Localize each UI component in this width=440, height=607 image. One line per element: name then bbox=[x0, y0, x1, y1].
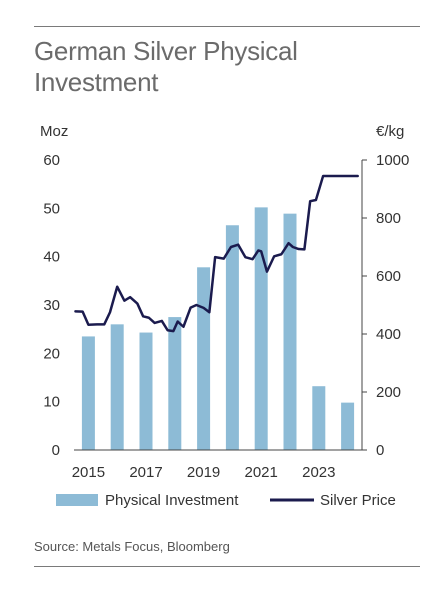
right-tick-label-600: 600 bbox=[376, 268, 401, 285]
bar-2018 bbox=[168, 317, 182, 450]
left-axis-unit: Moz bbox=[40, 123, 68, 140]
bars-layer bbox=[81, 207, 355, 450]
bar-2021 bbox=[254, 207, 268, 450]
left-tick-label-50: 50 bbox=[43, 200, 60, 217]
bar-2022 bbox=[283, 213, 297, 450]
line-layer bbox=[74, 174, 359, 333]
top-rule bbox=[34, 26, 420, 27]
left-tick-label-30: 30 bbox=[43, 297, 60, 314]
x-tick-label-2015: 2015 bbox=[72, 464, 105, 481]
left-tick-label-60: 60 bbox=[43, 152, 60, 169]
legend-label-bars: Physical Investment bbox=[105, 492, 239, 509]
bar-2017 bbox=[139, 332, 153, 450]
x-tick-label-2019: 2019 bbox=[187, 464, 220, 481]
right-tick-label-0: 0 bbox=[376, 442, 384, 459]
bar-2015 bbox=[81, 336, 95, 450]
left-tick-label-20: 20 bbox=[43, 345, 60, 362]
legend: Physical Investment Silver Price bbox=[56, 492, 396, 509]
bar-2019 bbox=[197, 267, 211, 450]
x-tick-label-2023: 2023 bbox=[302, 464, 335, 481]
right-tick-label-200: 200 bbox=[376, 384, 401, 401]
bar-2023 bbox=[312, 386, 326, 450]
left-tick-label-40: 40 bbox=[43, 249, 60, 266]
bar-2020 bbox=[225, 225, 239, 450]
right-tick-label-400: 400 bbox=[376, 326, 401, 343]
bar-2016 bbox=[110, 324, 124, 450]
right-axis-unit: €/kg bbox=[376, 123, 404, 140]
right-tick-label-1000: 1000 bbox=[376, 152, 409, 169]
silver-price-line bbox=[74, 174, 359, 333]
left-tick-label-10: 10 bbox=[43, 394, 60, 411]
right-tick-label-800: 800 bbox=[376, 210, 401, 227]
left-tick-label-0: 0 bbox=[52, 442, 60, 459]
x-tick-label-2017: 2017 bbox=[129, 464, 162, 481]
bar-2024 bbox=[341, 402, 355, 450]
source-note: Source: Metals Focus, Bloomberg bbox=[34, 539, 230, 554]
legend-swatch-bars bbox=[56, 494, 98, 506]
chart-title: German Silver Physical Investment bbox=[34, 36, 298, 97]
bottom-rule bbox=[34, 566, 420, 567]
legend-label-line: Silver Price bbox=[320, 492, 396, 509]
x-tick-label-2021: 2021 bbox=[245, 464, 278, 481]
